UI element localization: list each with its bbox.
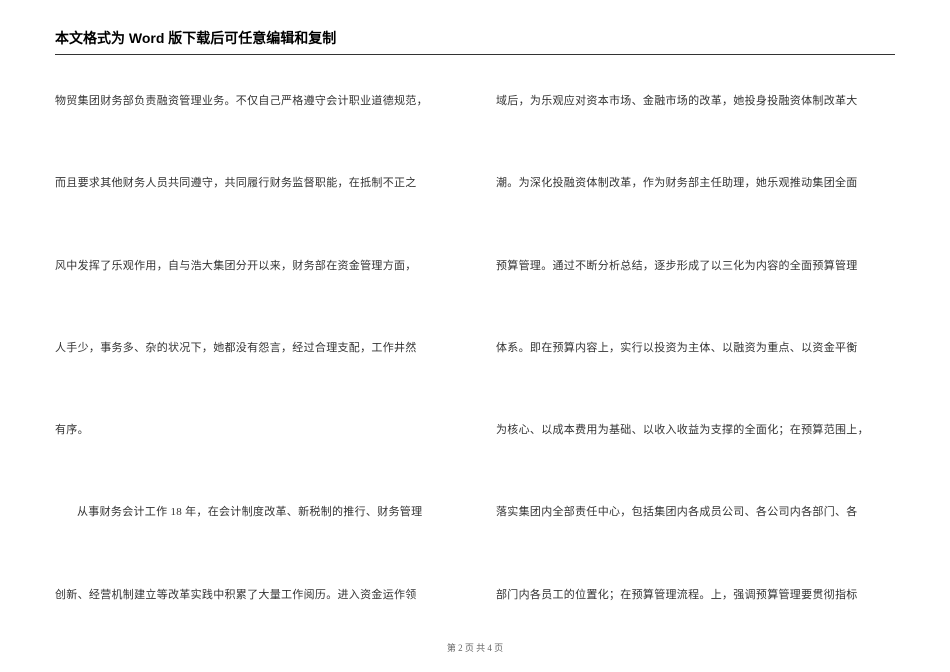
text-line: 人手少，事务多、杂的状况下，她都没有怨言，经过合理支配，工作井然 (55, 340, 454, 357)
text-line: 物贸集团财务部负责融资管理业务。不仅自己严格遵守会计职业道德规范， (55, 93, 454, 110)
text-line: 落实集团内全部责任中心，包括集团内各成员公司、各公司内各部门、各 (496, 504, 895, 521)
text-line: 而且要求其他财务人员共同遵守，共同履行财务监督职能，在抵制不正之 (55, 175, 454, 192)
document-page: 本文格式为 Word 版下载后可任意编辑和复制 物贸集团财务部负责融资管理业务。… (0, 0, 950, 672)
document-header: 本文格式为 Word 版下载后可任意编辑和复制 (55, 28, 895, 55)
text-line: 从事财务会计工作 18 年，在会计制度改革、新税制的推行、财务管理 (55, 504, 454, 521)
page-footer: 第 2 页 共 4 页 (0, 641, 950, 654)
text-line: 预算管理。通过不断分析总结，逐步形成了以三化为内容的全面预算管理 (496, 258, 895, 275)
page-number: 第 2 页 共 4 页 (447, 643, 503, 653)
left-column: 物贸集团财务部负责融资管理业务。不仅自己严格遵守会计职业道德规范， 而且要求其他… (55, 93, 454, 603)
content-body: 物贸集团财务部负责融资管理业务。不仅自己严格遵守会计职业道德规范， 而且要求其他… (55, 93, 895, 603)
text-line: 域后，为乐观应对资本市场、金融市场的改革，她投身投融资体制改革大 (496, 93, 895, 110)
text-line: 有序。 (55, 422, 454, 439)
header-title: 本文格式为 Word 版下载后可任意编辑和复制 (55, 28, 895, 48)
text-line: 体系。即在预算内容上，实行以投资为主体、以融资为重点、以资金平衡 (496, 340, 895, 357)
text-line: 风中发挥了乐观作用，自与浩大集团分开以来，财务部在资金管理方面， (55, 258, 454, 275)
text-line: 为核心、以成本费用为基础、以收入收益为支撑的全面化；在预算范围上， (496, 422, 895, 439)
text-line: 部门内各员工的位置化；在预算管理流程。上，强调预算管理要贯彻指标 (496, 587, 895, 604)
right-column: 域后，为乐观应对资本市场、金融市场的改革，她投身投融资体制改革大 潮。为深化投融… (496, 93, 895, 603)
text-line: 潮。为深化投融资体制改革，作为财务部主任助理，她乐观推动集团全面 (496, 175, 895, 192)
text-line: 创新、经营机制建立等改革实践中积累了大量工作阅历。进入资金运作领 (55, 587, 454, 604)
